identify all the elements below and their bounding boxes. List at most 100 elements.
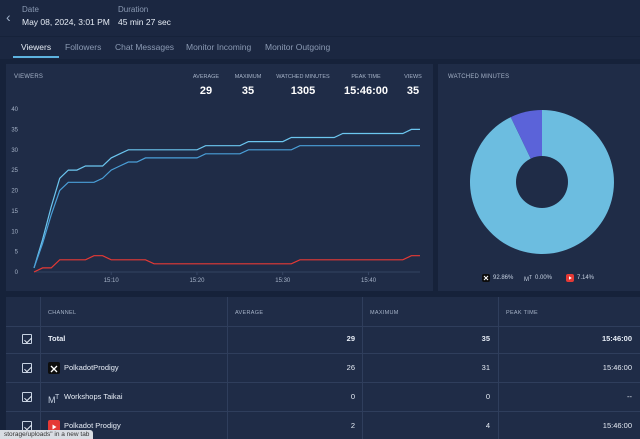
date-label: Date <box>22 5 39 14</box>
y-tick-label: 30 <box>11 148 18 154</box>
x-tick-label: 15:40 <box>361 278 377 284</box>
series-line-1 <box>33 145 420 269</box>
header-bar: ‹ Date May 08, 2024, 3:01 PM Duration 45… <box>0 0 640 36</box>
cell-average: 26 <box>346 363 355 372</box>
y-tick-label: 5 <box>15 250 19 256</box>
x-icon <box>482 274 490 282</box>
duration-label: Duration <box>118 5 149 14</box>
watched-minutes-title: WATCHED MINUTES <box>448 74 510 80</box>
cell-channel: Workshops Taikai <box>64 392 123 401</box>
cell-peak-time: 15:46:00 <box>602 363 632 372</box>
svg-text:M: M <box>524 277 529 282</box>
stat-watched-minutes-label: WATCHED MINUTES <box>276 74 330 80</box>
legend-youtube-value: 7.14% <box>577 275 595 281</box>
series-line-2 <box>33 255 420 273</box>
cell-channel: PolkadotProdigy <box>64 363 119 372</box>
channels-table: CHANNEL AVERAGE MAXIMUM PEAK TIME Total … <box>6 297 640 439</box>
viewers-line-chart: 0 5 10 15 20 25 30 35 40 15:10 15:20 15:30 15:40 <box>11 107 420 284</box>
cell-maximum: 4 <box>485 421 490 430</box>
cell-peak-time: -- <box>627 392 632 401</box>
cell-average: 0 <box>350 392 355 401</box>
stat-views-value: 35 <box>406 85 420 97</box>
cell-average: 2 <box>350 421 355 430</box>
stat-maximum: MAXIMUM 35 <box>230 74 266 97</box>
stat-views-label: VIEWS <box>404 74 422 80</box>
table-row[interactable]: Polkadot Prodigy 2 4 15:46:00 <box>6 412 640 439</box>
row-checkbox[interactable] <box>22 392 32 402</box>
header-maximum: MAXIMUM <box>370 310 399 316</box>
youtube-icon <box>566 274 574 282</box>
table-divider <box>362 297 363 439</box>
youtube-icon <box>48 420 60 432</box>
svg-text:T: T <box>529 275 532 281</box>
x-tick-label: 15:30 <box>275 278 291 284</box>
y-tick-label: 15 <box>11 209 18 215</box>
row-checkbox[interactable] <box>22 363 32 373</box>
stat-average-label: AVERAGE <box>192 74 220 80</box>
stat-maximum-value: 35 <box>241 85 255 97</box>
header-channel: CHANNEL <box>48 310 77 316</box>
cell-maximum: 35 <box>481 334 490 343</box>
x-tick-label: 15:10 <box>104 278 120 284</box>
viewers-panel: VIEWERS AVERAGE 29 MAXIMUM 35 WATCHED MI… <box>6 64 433 291</box>
viewers-title: VIEWERS <box>14 74 44 80</box>
watched-minutes-donut-chart <box>469 110 614 254</box>
tab-viewers[interactable]: Viewers <box>21 42 52 52</box>
stat-watched-minutes: WATCHED MINUTES 1305 <box>274 74 332 97</box>
svg-text:T: T <box>55 394 60 401</box>
y-tick-label: 10 <box>11 229 18 235</box>
table-row[interactable]: PolkadotProdigy 26 31 15:46:00 <box>6 354 640 383</box>
stat-peak-time: PEAK TIME 15:46:00 <box>342 74 390 97</box>
y-tick-label: 25 <box>11 168 18 174</box>
series-line-0 <box>33 128 420 269</box>
header-average: AVERAGE <box>235 310 264 316</box>
legend-mt-value: 0.00% <box>535 275 553 281</box>
y-tick-label: 20 <box>11 189 18 195</box>
stat-peak-time-value: 15:46:00 <box>343 85 389 97</box>
cell-maximum: 0 <box>485 392 490 401</box>
tab-chat-messages[interactable]: Chat Messages <box>115 42 175 52</box>
tab-monitor-outgoing[interactable]: Monitor Outgoing <box>265 42 331 52</box>
cell-channel: Polkadot Prodigy <box>64 421 121 430</box>
browser-status-bar: storage/uploads" in a new tab <box>0 430 94 439</box>
legend-item-youtube: 7.14% <box>566 274 594 282</box>
y-tick-label: 0 <box>15 270 19 276</box>
table-header-row: CHANNEL AVERAGE MAXIMUM PEAK TIME <box>6 297 640 327</box>
duration-block: Duration 45 min 27 sec <box>118 5 171 27</box>
stat-watched-minutes-value: 1305 <box>290 85 316 97</box>
tab-bar: Viewers Followers Chat Messages Monitor … <box>0 37 640 59</box>
cell-peak-time: 15:46:00 <box>601 334 632 343</box>
table-divider <box>498 297 499 439</box>
cell-peak-time: 15:46:00 <box>602 421 632 430</box>
donut-hole <box>516 156 568 208</box>
cell-maximum: 31 <box>481 363 490 372</box>
stat-maximum-label: MAXIMUM <box>234 74 262 80</box>
x-icon <box>48 362 60 374</box>
tab-monitor-incoming[interactable]: Monitor Incoming <box>186 42 252 52</box>
y-tick-label: 35 <box>11 127 18 133</box>
cell-average: 29 <box>346 334 355 343</box>
table-divider <box>227 297 228 439</box>
stat-average: AVERAGE 29 <box>189 74 223 97</box>
active-tab-indicator <box>13 56 59 58</box>
stat-views: VIEWS 35 <box>400 74 426 97</box>
date-value: May 08, 2024, 3:01 PM <box>22 17 110 27</box>
header-peak-time: PEAK TIME <box>506 310 538 316</box>
cell-channel: Total <box>48 334 66 343</box>
svg-text:M: M <box>48 395 56 404</box>
legend-x-value: 92.86% <box>493 275 514 281</box>
back-chevron-icon[interactable]: ‹ <box>6 9 11 25</box>
row-checkbox[interactable] <box>22 334 32 344</box>
legend-item-x: 92.86% <box>482 274 513 282</box>
table-row[interactable]: Total 29 35 15:46:00 <box>6 325 640 354</box>
x-tick-label: 15:20 <box>189 278 205 284</box>
stat-average-value: 29 <box>199 85 213 97</box>
table-divider <box>40 297 41 439</box>
y-tick-label: 40 <box>11 107 18 113</box>
tab-followers[interactable]: Followers <box>65 42 102 52</box>
